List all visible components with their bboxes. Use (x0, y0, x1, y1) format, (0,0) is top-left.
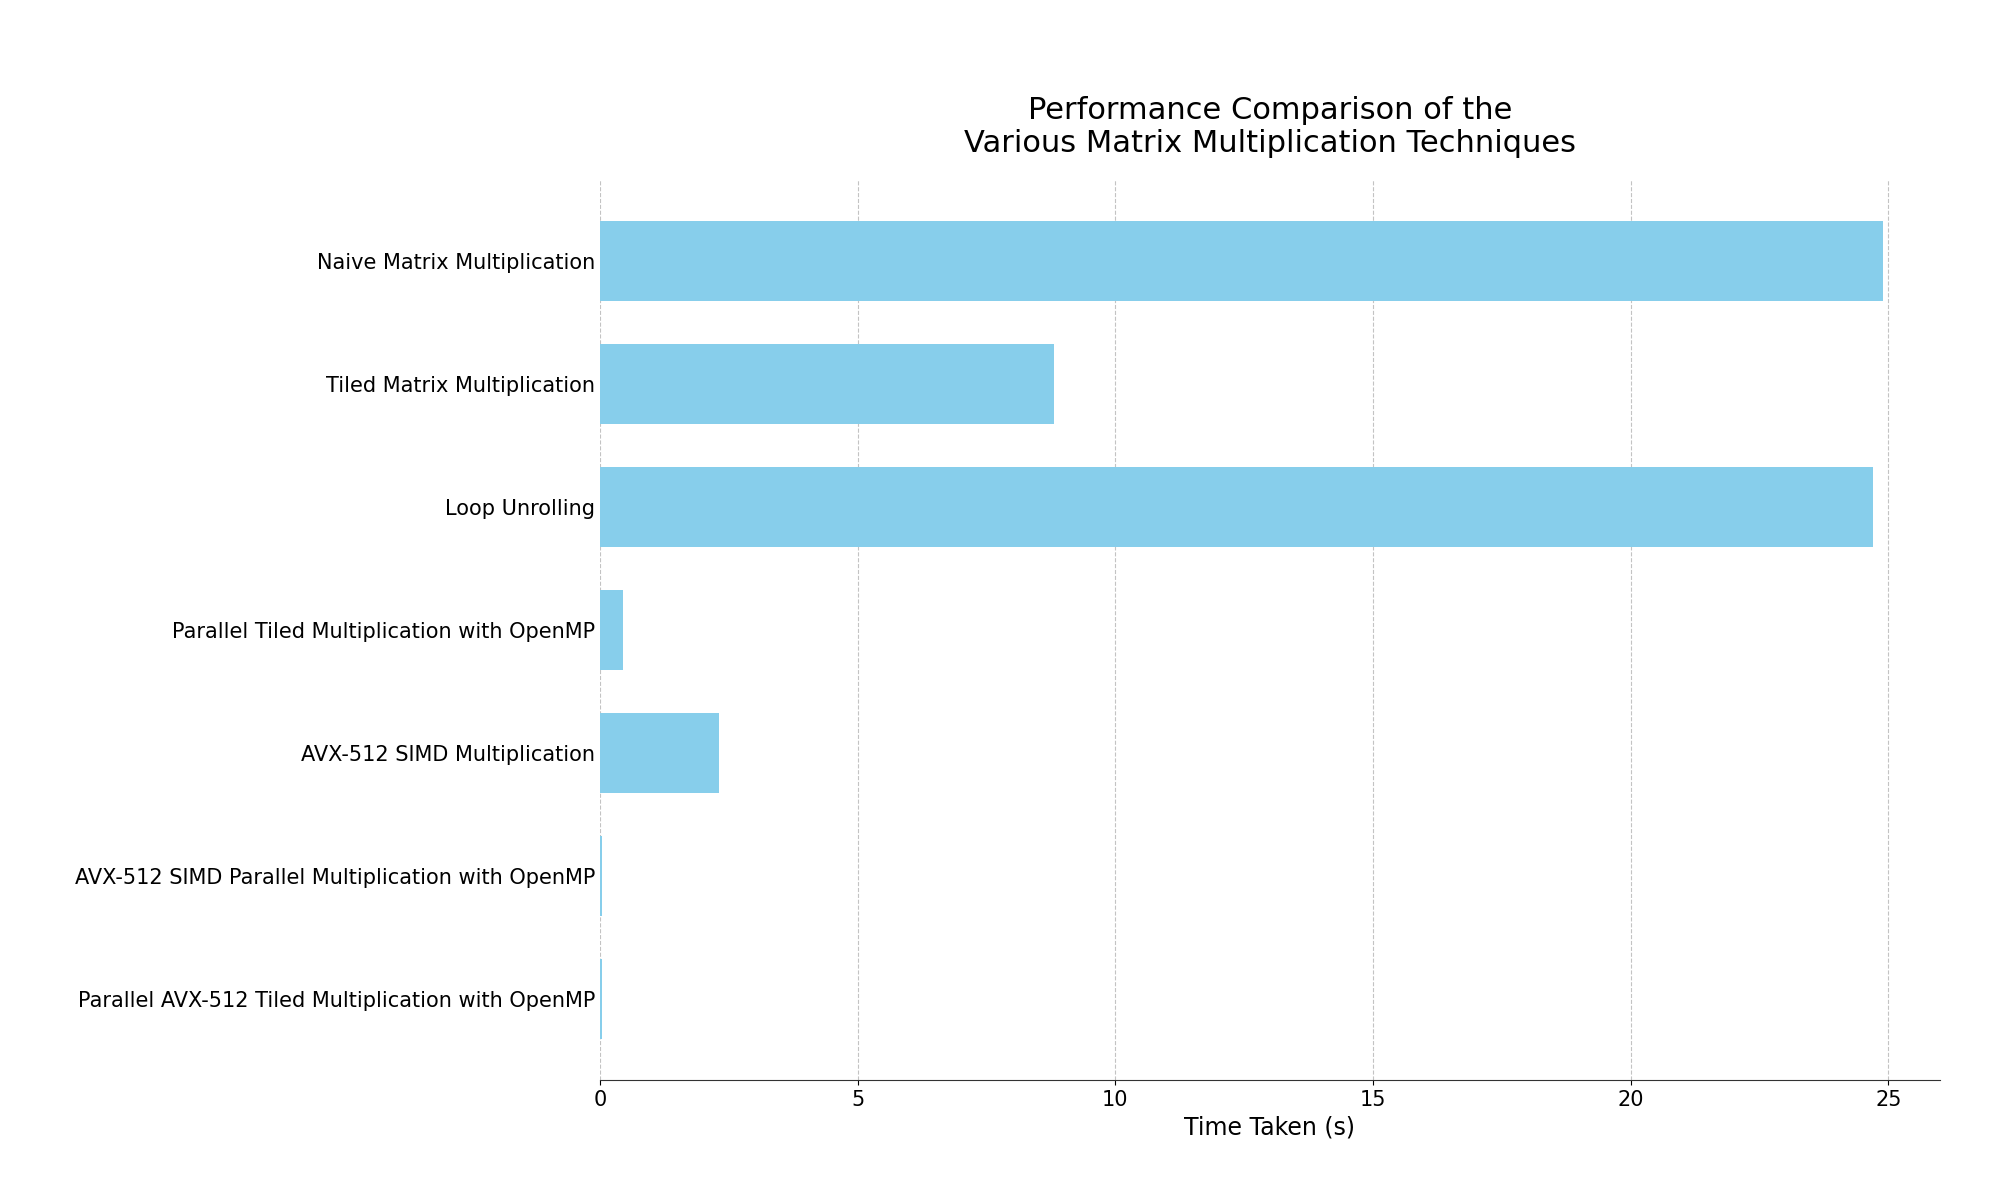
Bar (600, 713, 718, 793)
Title: Performance Comparison of the
Various Matrix Multiplication Techniques: Performance Comparison of the Various Ma… (964, 96, 1576, 158)
X-axis label: Time Taken (s): Time Taken (s) (1184, 1115, 1356, 1139)
Bar (600, 344, 1054, 424)
Bar (600, 467, 1872, 547)
Bar (600, 221, 1884, 301)
Bar (600, 590, 624, 670)
